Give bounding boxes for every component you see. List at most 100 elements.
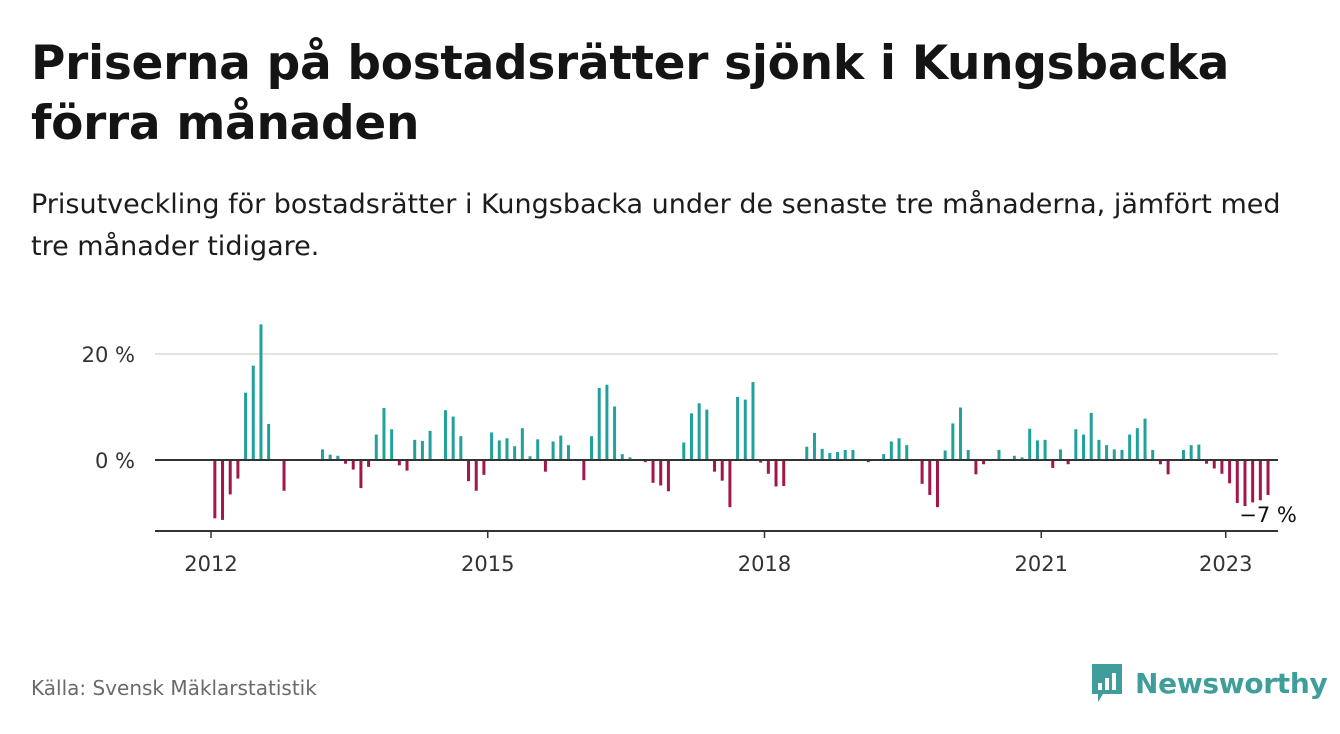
bar	[697, 403, 701, 460]
bar	[251, 365, 255, 460]
bar	[1243, 460, 1247, 507]
bar	[1120, 449, 1124, 460]
bar	[782, 460, 786, 486]
bar	[1058, 449, 1062, 460]
bar	[1028, 428, 1032, 460]
bar	[759, 460, 763, 463]
x-tick-label: 2018	[738, 552, 791, 576]
bar	[590, 436, 594, 460]
bar	[736, 396, 740, 460]
bar	[1212, 460, 1216, 469]
bar	[982, 460, 986, 465]
bar	[374, 434, 378, 460]
bar	[1035, 440, 1039, 460]
bar	[774, 460, 778, 487]
x-tick-label: 2015	[461, 552, 514, 576]
bar	[1189, 445, 1193, 460]
bar	[920, 460, 924, 484]
bar	[1158, 460, 1162, 465]
bar	[1228, 460, 1232, 484]
bar	[505, 438, 509, 460]
bar	[620, 454, 624, 460]
bar	[897, 438, 901, 460]
bar	[682, 442, 686, 460]
chart-subtitle: Prisutveckling för bostadsrätter i Kungs…	[31, 189, 1281, 262]
bar	[643, 460, 647, 463]
bar	[889, 441, 893, 460]
bar	[766, 460, 770, 474]
bar	[1051, 460, 1055, 468]
bar	[805, 446, 809, 460]
bar	[1143, 418, 1147, 460]
bar	[282, 460, 286, 491]
bar	[828, 453, 832, 460]
bar	[382, 408, 386, 460]
bar	[1097, 439, 1101, 460]
y-tick-label: 20 %	[82, 343, 135, 367]
bar	[397, 460, 401, 466]
bar	[443, 410, 447, 460]
bar	[528, 456, 532, 460]
bar	[1128, 434, 1132, 460]
bar	[689, 413, 693, 460]
bar	[1066, 460, 1070, 465]
bar	[1074, 429, 1078, 460]
bar	[221, 460, 225, 520]
bar	[344, 460, 348, 464]
brand-logo[interactable]: Newsworthy	[1089, 660, 1328, 706]
bar	[751, 382, 755, 460]
bar	[244, 392, 248, 460]
last-value-annotation: −7 %	[1239, 503, 1297, 527]
bar	[474, 460, 478, 491]
bar	[551, 441, 555, 460]
bar	[328, 454, 332, 460]
bar	[1205, 460, 1209, 464]
source-note: Källa: Svensk Mäklarstatistik	[31, 676, 317, 700]
bar	[597, 387, 601, 460]
bar	[905, 445, 909, 460]
bar	[451, 416, 455, 460]
bar	[536, 439, 540, 460]
bar	[320, 449, 324, 460]
annotation-halo: −7 %	[1239, 503, 1297, 527]
y-tick-label: 0 %	[95, 449, 135, 473]
bar	[605, 384, 609, 460]
bar	[728, 460, 732, 508]
bar	[951, 423, 955, 460]
newsworthy-logo-icon	[1092, 664, 1122, 702]
x-tick-label: 2023	[1199, 552, 1252, 576]
bar	[1258, 460, 1262, 501]
bar	[520, 428, 524, 460]
bar	[497, 440, 501, 460]
bar	[866, 460, 870, 463]
bar	[236, 460, 240, 479]
x-tick-label: 2012	[184, 552, 237, 576]
bar	[659, 460, 663, 486]
bar	[959, 407, 963, 460]
bar	[997, 449, 1001, 460]
bar	[367, 460, 371, 467]
bar	[213, 460, 217, 519]
bar	[820, 448, 824, 460]
bar	[882, 454, 886, 460]
bar	[851, 449, 855, 460]
bar	[1089, 412, 1093, 460]
bar	[1220, 460, 1224, 474]
bar	[1251, 460, 1255, 503]
bar	[413, 439, 417, 460]
bar	[1012, 455, 1016, 460]
bar	[928, 460, 932, 495]
bar	[336, 455, 340, 460]
bar	[1105, 445, 1109, 460]
bar	[428, 430, 432, 460]
bar	[613, 406, 617, 460]
bar	[359, 460, 363, 489]
bar-chart: 0 %20 %2012 2015 2018 2021 2023−7 %−7 %	[82, 324, 1299, 576]
bar	[559, 435, 563, 460]
bar	[720, 460, 724, 481]
bar	[974, 460, 978, 475]
bar	[812, 432, 816, 460]
bar	[566, 445, 570, 460]
bar	[1181, 449, 1185, 460]
bar	[420, 440, 424, 460]
